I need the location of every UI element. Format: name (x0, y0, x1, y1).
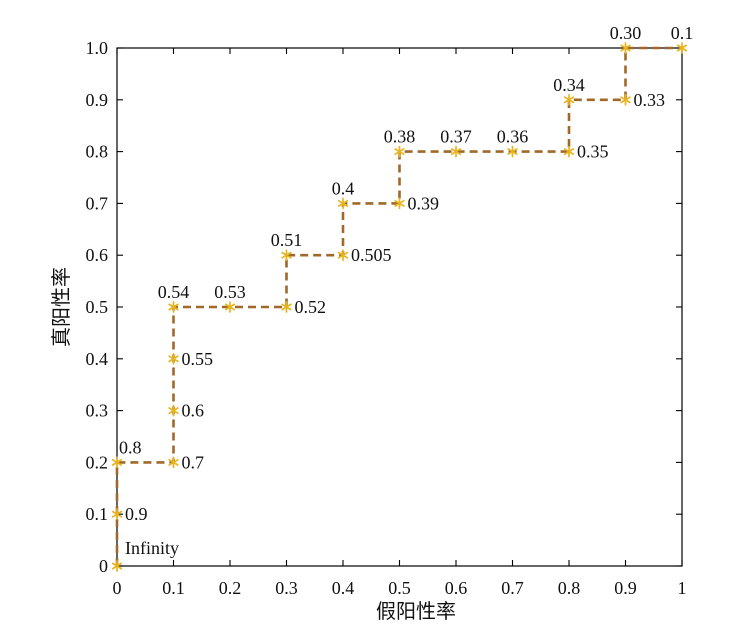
data-point-marker (563, 93, 575, 106)
x-axis-ticks: 0 0.1 0.2 0.3 0.4 0.5 0.6 0.7 0.8 0.9 1 (113, 48, 687, 598)
point-label: 0.9 (125, 504, 148, 524)
y-tick-label: 0.1 (86, 504, 109, 524)
data-point-marker (394, 197, 405, 210)
y-axis-label: 真阳性率 (50, 267, 73, 347)
data-point-marker (111, 456, 123, 469)
point-label: 0.505 (351, 245, 392, 265)
point-label: 0.33 (634, 90, 666, 110)
y-tick-label: 0.5 (86, 297, 109, 317)
data-point-marker (337, 249, 349, 262)
point-label: 0.36 (497, 127, 529, 147)
x-tick-label: 0.4 (332, 578, 355, 598)
x-tick-label: 0 (113, 578, 122, 598)
data-point-marker (620, 42, 631, 54)
point-label: 0.37 (440, 127, 472, 147)
data-point-marker (507, 145, 518, 158)
x-tick-label: 0.6 (445, 578, 468, 598)
point-label: 0.54 (158, 282, 190, 302)
data-point-marker (168, 352, 179, 365)
x-tick-label: 0.5 (388, 578, 411, 598)
point-label: 0.39 (408, 193, 440, 213)
point-label: 0.51 (271, 230, 303, 250)
point-label: 0.55 (182, 349, 214, 369)
point-label: 0.52 (295, 297, 327, 317)
data-point-marker (394, 145, 405, 158)
y-axis-ticks: 0 0.1 0.2 0.3 0.4 0.5 0.6 0.7 0.8 0.9 1.0 (86, 38, 682, 576)
y-tick-label: 1.0 (86, 38, 109, 58)
point-label: 0.34 (553, 75, 585, 95)
y-tick-label: 0.7 (86, 193, 109, 213)
x-tick-label: 0.2 (219, 578, 242, 598)
x-tick-label: 1 (678, 578, 687, 598)
data-point-marker (620, 93, 631, 106)
point-label: Infinity (125, 538, 179, 558)
data-point-marker (168, 301, 179, 313)
data-point-marker (337, 197, 349, 210)
data-point-marker (224, 301, 236, 313)
y-tick-label: 0.4 (86, 349, 109, 369)
data-point-marker (111, 508, 123, 521)
point-label: 0.53 (214, 282, 246, 302)
x-tick-label: 0.8 (558, 578, 581, 598)
y-tick-label: 0.8 (86, 142, 109, 162)
point-label: 0.1 (671, 23, 694, 43)
y-tick-label: 0.6 (86, 245, 109, 265)
y-tick-label: 0.2 (86, 452, 109, 472)
data-point-marker (563, 145, 575, 158)
series-layer: Infinity 0.9 0.8 0.7 0.6 0.55 0.54 0.53 0.52 0.51… (111, 23, 694, 572)
data-point-marker (450, 145, 462, 158)
x-tick-label: 0.3 (275, 578, 298, 598)
data-point-marker (281, 249, 292, 262)
point-label: 0.38 (384, 127, 416, 147)
y-tick-label: 0 (99, 556, 108, 576)
x-tick-label: 0.1 (162, 578, 185, 598)
data-point-marker (168, 404, 179, 417)
point-label: 0.4 (332, 178, 355, 198)
point-label: 0.6 (182, 401, 205, 421)
point-label: 0.30 (610, 23, 642, 43)
data-point-marker (676, 42, 688, 54)
data-point-marker (168, 456, 179, 469)
axes: 0 0.1 0.2 0.3 0.4 0.5 0.6 0.7 0.8 0.9 1 0 0.1 0.2 0.3… (86, 38, 687, 598)
y-tick-label: 0.3 (86, 401, 109, 421)
point-label: 0.7 (182, 452, 205, 472)
x-axis-label: 假阳性率 (376, 600, 456, 623)
x-tick-label: 0.9 (614, 578, 637, 598)
point-label: 0.35 (577, 142, 609, 162)
point-label: 0.8 (119, 437, 142, 457)
x-tick-label: 0.7 (501, 578, 524, 598)
data-point-marker (111, 560, 123, 572)
y-tick-label: 0.9 (86, 90, 109, 110)
data-point-marker (281, 301, 292, 313)
